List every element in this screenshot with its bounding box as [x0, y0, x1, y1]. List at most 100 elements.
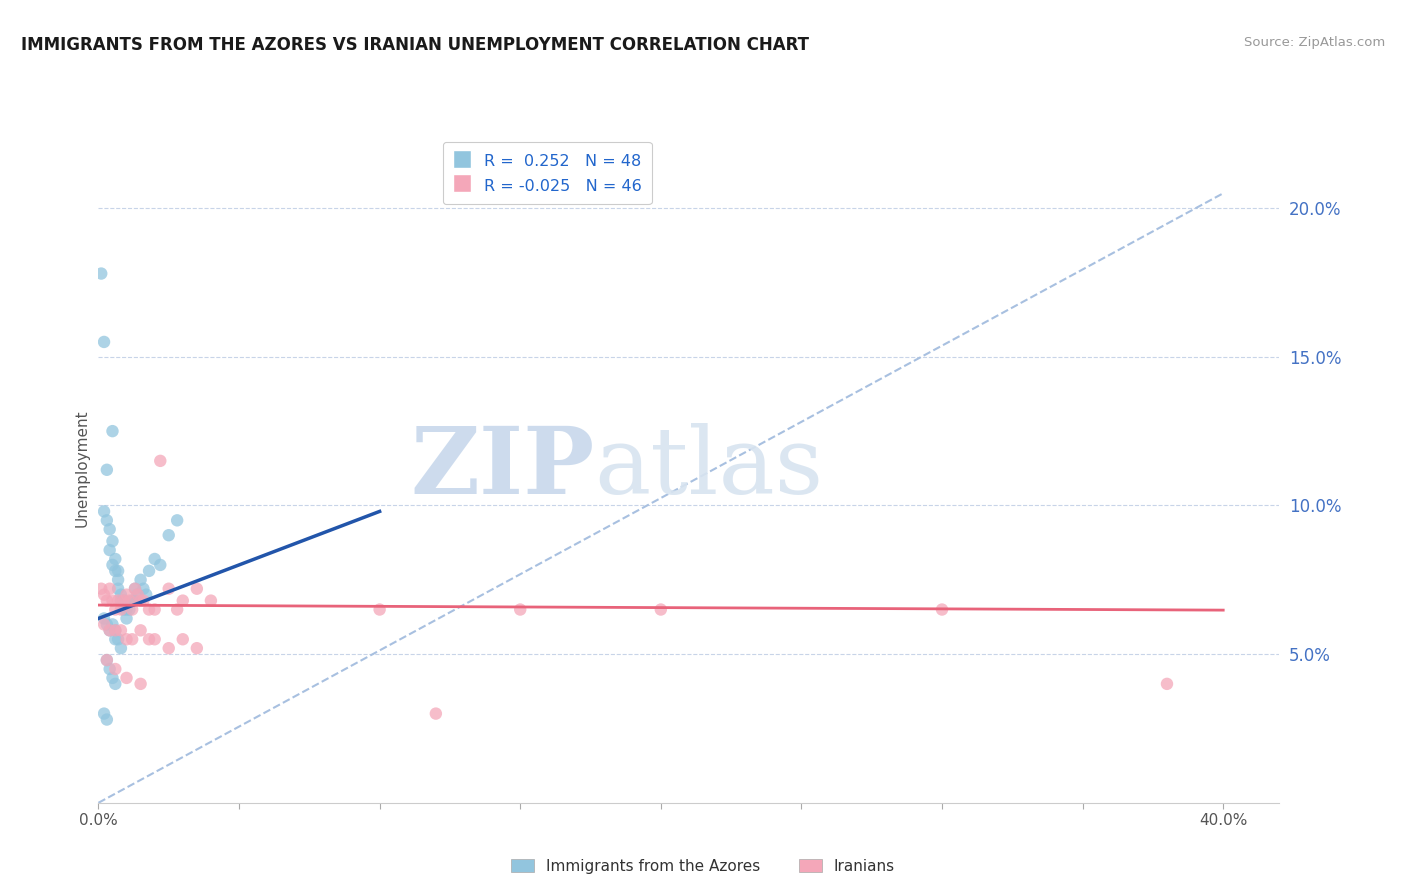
Point — [104, 552, 127, 566]
Point — [98, 624, 121, 638]
Point — [115, 588, 138, 602]
Point — [138, 632, 160, 647]
Point — [368, 602, 391, 616]
Point — [129, 593, 152, 607]
Point — [121, 632, 143, 647]
Point — [98, 624, 121, 638]
Point — [138, 602, 160, 616]
Point — [107, 573, 129, 587]
Point — [107, 593, 129, 607]
Point — [115, 611, 138, 625]
Point — [90, 582, 112, 596]
Point — [107, 632, 129, 647]
Point — [96, 593, 118, 607]
Point — [149, 454, 172, 468]
Point — [110, 593, 132, 607]
Point — [124, 582, 146, 596]
Point — [143, 602, 166, 616]
Point — [650, 602, 672, 616]
Point — [115, 632, 138, 647]
Point — [132, 593, 155, 607]
Point — [101, 424, 124, 438]
Point — [129, 624, 152, 638]
Point — [121, 593, 143, 607]
Point — [132, 582, 155, 596]
Text: IMMIGRANTS FROM THE AZORES VS IRANIAN UNEMPLOYMENT CORRELATION CHART: IMMIGRANTS FROM THE AZORES VS IRANIAN UN… — [21, 36, 808, 54]
Point — [129, 677, 152, 691]
Point — [98, 522, 121, 536]
Point — [93, 617, 115, 632]
Point — [93, 611, 115, 625]
Point — [104, 677, 127, 691]
Point — [143, 552, 166, 566]
Point — [931, 602, 953, 616]
Point — [101, 671, 124, 685]
Point — [110, 641, 132, 656]
Point — [127, 588, 149, 602]
Point — [112, 602, 135, 616]
Point — [200, 593, 222, 607]
Legend: R =  0.252   N = 48, R = -0.025   N = 46: R = 0.252 N = 48, R = -0.025 N = 46 — [443, 142, 651, 204]
Point — [127, 588, 149, 602]
Point — [138, 564, 160, 578]
Text: atlas: atlas — [595, 424, 824, 513]
Legend: Immigrants from the Azores, Iranians: Immigrants from the Azores, Iranians — [505, 853, 901, 880]
Point — [101, 593, 124, 607]
Point — [107, 564, 129, 578]
Point — [110, 624, 132, 638]
Point — [118, 593, 141, 607]
Text: Source: ZipAtlas.com: Source: ZipAtlas.com — [1244, 36, 1385, 49]
Point — [90, 267, 112, 281]
Point — [124, 582, 146, 596]
Point — [166, 602, 188, 616]
Point — [93, 504, 115, 518]
Point — [121, 602, 143, 616]
Point — [166, 513, 188, 527]
Point — [135, 588, 157, 602]
Point — [172, 632, 194, 647]
Point — [157, 528, 180, 542]
Point — [104, 624, 127, 638]
Point — [149, 558, 172, 572]
Point — [96, 713, 118, 727]
Point — [143, 632, 166, 647]
Y-axis label: Unemployment: Unemployment — [75, 409, 90, 527]
Point — [112, 593, 135, 607]
Point — [157, 641, 180, 656]
Point — [112, 593, 135, 607]
Point — [104, 624, 127, 638]
Point — [115, 602, 138, 616]
Point — [98, 662, 121, 676]
Point — [96, 617, 118, 632]
Point — [96, 513, 118, 527]
Point — [104, 632, 127, 647]
Point — [101, 558, 124, 572]
Point — [107, 582, 129, 596]
Point — [93, 706, 115, 721]
Point — [129, 573, 152, 587]
Point — [96, 653, 118, 667]
Point — [425, 706, 447, 721]
Point — [104, 602, 127, 616]
Point — [172, 593, 194, 607]
Point — [101, 617, 124, 632]
Point — [98, 543, 121, 558]
Point — [96, 653, 118, 667]
Point — [115, 671, 138, 685]
Point — [509, 602, 531, 616]
Point — [186, 641, 208, 656]
Point — [110, 602, 132, 616]
Point — [101, 534, 124, 549]
Point — [96, 463, 118, 477]
Point — [104, 662, 127, 676]
Point — [93, 334, 115, 349]
Point — [186, 582, 208, 596]
Point — [98, 582, 121, 596]
Point — [110, 588, 132, 602]
Point — [118, 602, 141, 616]
Point — [157, 582, 180, 596]
Point — [104, 564, 127, 578]
Text: ZIP: ZIP — [411, 424, 595, 513]
Point — [93, 588, 115, 602]
Point — [124, 593, 146, 607]
